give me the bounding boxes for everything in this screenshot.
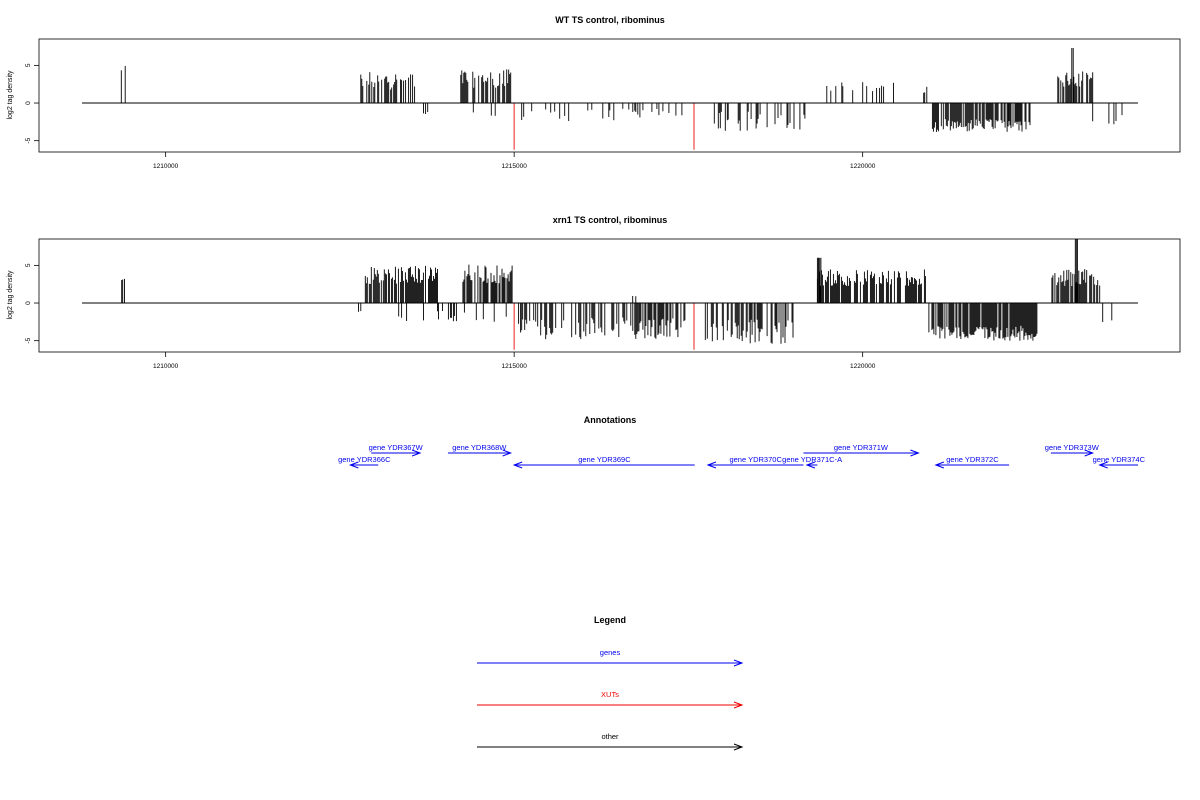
gene-label: gene YDR374C [1093,455,1146,464]
gene-arrow-head [502,449,513,457]
gene-arrow: gene YDR373W [1045,443,1100,457]
gene-label: gene YDR370C [729,455,782,464]
gene-arrow: gene YDR368W [447,443,513,457]
y-tick-label: 5 [25,63,32,67]
gene-label: gene YDR366C [338,455,391,464]
legend-arrow-head [733,659,744,667]
gene-label: gene YDR371C-A [782,455,842,464]
gene-arrow: gene YDR374C [1093,455,1146,469]
gene-label: gene YDR369C [578,455,631,464]
gene-label: gene YDR373W [1045,443,1100,452]
gene-label: gene YDR368W [452,443,507,452]
y-tick-label: -5 [25,137,32,143]
gene-arrow: gene YDR370C [706,455,804,469]
legend-label: genes [600,648,621,657]
gene-arrow-head [805,461,816,469]
panel-title: WT TS control, ribominus [555,15,665,25]
legend-title: Legend [594,615,626,625]
annotations-title: Annotations [584,415,637,425]
legend-item: XUTs [477,690,744,709]
legend-label: XUTs [601,690,619,699]
gene-label: gene YDR372C [946,455,999,464]
gene-arrow: gene YDR366C [338,455,391,469]
legend-arrow-head [733,743,744,751]
axes: -5 0 5 1210000 1215000 1220000 [25,63,1138,170]
legend-label: other [601,732,619,741]
axes: -5 0 5 1210000 1215000 1220000 [25,263,1138,370]
gene-arrow-head [411,449,422,457]
gene-arrow-head [512,461,523,469]
legend-items: genes XUTs other [477,648,744,751]
gene-arrow-head [348,461,359,469]
legend-item: other [477,732,744,751]
x-tick-label: 1210000 [153,163,179,170]
gene-arrow: gene YDR371C-A [782,455,842,469]
gene-label: gene YDR367W [369,443,424,452]
panel-xrn1-ts-control: xrn1 TS control, ribominus log2 tag dens… [7,215,1181,370]
x-tick-label: 1220000 [850,163,876,170]
x-tick-label: 1215000 [502,363,528,370]
y-axis-label: log2 tag density [7,70,14,120]
legend: Legend genes XUTs other [477,615,744,751]
y-axis-label: log2 tag density [7,270,14,320]
signal-marks [120,48,1123,150]
panel-title: xrn1 TS control, ribominus [553,215,668,225]
x-tick-label: 1210000 [153,363,179,370]
legend-arrow-head [733,701,744,709]
gene-arrow-head [706,461,717,469]
panel-wt-ts-control: WT TS control, ribominus log2 tag densit… [7,15,1181,170]
gene-arrows: gene YDR366C gene YDR367W gene YDR368W gene… [338,443,1146,469]
plot-frame [38,38,1181,153]
legend-item: genes [477,648,744,667]
x-tick-label: 1215000 [502,163,528,170]
plot-frame [38,238,1181,353]
gene-arrow: gene YDR371W [803,443,920,457]
gene-arrow: gene YDR369C [512,455,695,469]
gene-arrow: gene YDR372C [934,455,1010,469]
x-tick-label: 1220000 [850,363,876,370]
signal-marks [121,239,1113,350]
y-tick-label: 5 [25,263,32,267]
gene-arrow-head [934,461,945,469]
y-tick-label: -5 [25,337,32,343]
gene-label: gene YDR371W [834,443,889,452]
gene-arrow-head [1084,449,1095,457]
gene-arrow-head [1098,461,1108,469]
gene-arrow: gene YDR367W [369,443,424,457]
y-tick-label: 0 [25,301,32,305]
y-tick-label: 0 [25,101,32,105]
gene-arrow-head [910,449,920,457]
